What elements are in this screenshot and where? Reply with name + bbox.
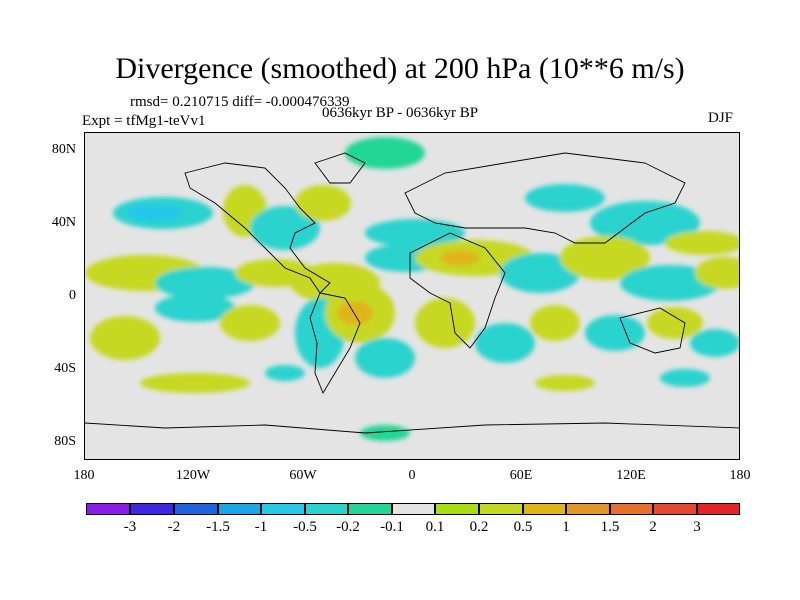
antarctica-coast xyxy=(85,422,739,434)
colorbar-label: 3 xyxy=(693,519,701,535)
lon-label: 120E xyxy=(616,468,646,483)
lat-label: 80N xyxy=(51,142,76,157)
colorbar-swatch xyxy=(261,503,305,515)
coastlines xyxy=(85,152,739,434)
colorbar-label: 0.2 xyxy=(469,519,489,535)
colorbar-label: -1 xyxy=(254,519,268,535)
map-frame xyxy=(84,132,740,460)
colorbar-label: 0.5 xyxy=(513,519,533,535)
colorbar-swatch xyxy=(610,503,653,515)
lat-label: 40N xyxy=(51,215,76,230)
colorbar-swatch xyxy=(653,503,697,515)
colorbar-label: 0.1 xyxy=(425,519,445,535)
stats-text: rmsd= 0.210715 diff= -0.000476339 xyxy=(130,94,350,110)
lon-label: 120W xyxy=(175,468,211,483)
anomaly-blob xyxy=(620,265,720,301)
eurasia-coast xyxy=(404,152,686,244)
colorbar-swatch xyxy=(218,503,261,515)
season-label: DJF xyxy=(708,110,734,126)
lon-label: 0 xyxy=(408,468,416,483)
colorbar-swatch xyxy=(479,503,523,515)
lon-label: 60W xyxy=(289,468,317,483)
colorbar-label: -0.5 xyxy=(293,519,317,535)
lat-label: 40S xyxy=(54,361,76,376)
anomaly-blob xyxy=(265,365,305,381)
anomaly-blob xyxy=(355,338,415,378)
anomaly-blob xyxy=(155,294,235,322)
colorbar-swatch xyxy=(174,503,218,515)
colorbar-label: -1.5 xyxy=(206,519,230,535)
greenland-coast xyxy=(314,152,366,184)
anomaly-blob xyxy=(337,301,373,325)
colorbar-swatch xyxy=(392,503,435,515)
colorbar-swatch xyxy=(130,503,174,515)
colorbar-swatch xyxy=(305,503,348,515)
anomaly-blob xyxy=(560,236,650,280)
colorbar-label: 1.5 xyxy=(600,519,620,535)
anomaly-blob xyxy=(155,267,255,299)
africa-coast xyxy=(409,232,506,349)
anomaly-blob xyxy=(665,231,739,255)
colorbar-swatch xyxy=(435,503,479,515)
anomaly-blob xyxy=(660,369,710,387)
anomaly-blob xyxy=(530,305,580,341)
colorbar-swatch xyxy=(523,503,566,515)
colorbar-label: -3 xyxy=(123,519,137,535)
anomaly-blob xyxy=(525,184,605,212)
lon-label: 180 xyxy=(729,468,751,483)
lon-label: 60E xyxy=(509,468,533,483)
anomaly-blob xyxy=(365,219,465,247)
colorbar-label: -0.1 xyxy=(380,519,404,535)
anomaly-blob xyxy=(695,257,739,289)
colorbar-label: -2 xyxy=(167,519,181,535)
anomaly-blob xyxy=(345,137,425,169)
period-label: 0636kyr BP - 0636kyr BP xyxy=(322,105,479,121)
colorbar-swatch xyxy=(348,503,392,515)
map-title: Divergence (smoothed) at 200 hPa (10**6 … xyxy=(115,52,685,85)
anomaly-blob xyxy=(220,305,280,341)
colorbar-label: -0.2 xyxy=(336,519,360,535)
anomaly-blob xyxy=(690,329,739,357)
map-plot xyxy=(85,133,739,459)
experiment-label: Expt = tfMg1-teVv1 xyxy=(82,113,206,129)
anomaly-blob xyxy=(140,373,250,393)
anomaly-blob xyxy=(535,375,595,391)
lat-label: 0 xyxy=(69,288,76,303)
colorbar-swatch xyxy=(566,503,610,515)
anomaly-blob xyxy=(500,253,580,293)
anomaly-blob xyxy=(475,323,535,363)
australia-coast xyxy=(619,307,686,354)
anomaly-blob xyxy=(647,307,703,339)
anomaly-blob xyxy=(127,204,183,222)
colorbar-label: 2 xyxy=(649,519,657,535)
north-america-coast xyxy=(184,162,331,294)
anomaly-blob xyxy=(440,250,480,266)
colorbar-swatch xyxy=(86,503,130,515)
anomaly-blob xyxy=(415,298,475,348)
anomaly-blob xyxy=(90,316,160,360)
lon-label: 180 xyxy=(73,468,95,483)
south-america-coast xyxy=(309,292,361,395)
colorbar-label: 1 xyxy=(562,519,570,535)
lat-label: 80S xyxy=(54,434,76,449)
anomaly-blob xyxy=(360,425,410,441)
anomaly-blob xyxy=(250,206,320,250)
colorbar-swatch xyxy=(697,503,740,515)
anomaly-blob xyxy=(295,185,351,221)
